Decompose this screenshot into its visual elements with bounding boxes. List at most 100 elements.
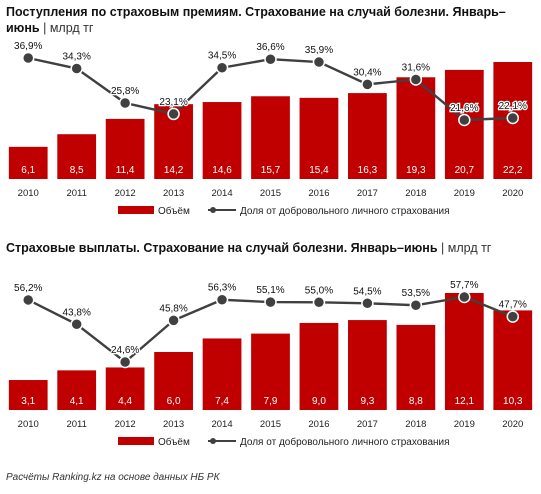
bar-label-2019: 12,1 (455, 396, 475, 407)
bar-label-2015: 15,7 (261, 165, 281, 176)
share-point-2012 (118, 96, 132, 110)
share-point-2013 (167, 107, 180, 121)
x-tick-2020: 2020 (502, 419, 523, 430)
share-point-2016 (312, 55, 326, 69)
bar-2011 (57, 370, 97, 410)
x-tick-2020: 2020 (502, 188, 523, 199)
bar-2014 (202, 102, 242, 179)
x-tick-2018: 2018 (405, 188, 426, 199)
bar-label-2018: 19,3 (406, 165, 426, 176)
x-tick-2014: 2014 (211, 188, 232, 199)
bar-2019 (444, 293, 484, 410)
legend-swatch-volume (118, 437, 154, 445)
x-tick-2016: 2016 (308, 419, 329, 430)
payouts-chart-svg: 3,1 2010 4,1 2011 4,4 2012 6,0 2013 7,4 2014 7,9 20… (8, 279, 533, 448)
x-tick-2014: 2014 (211, 419, 232, 430)
legend: Объём Доля от добровольного личного страх… (118, 205, 450, 217)
share-label-2016: 55,0% (305, 285, 333, 296)
share-label-2020: 22,1% (499, 101, 527, 112)
share-point-2013 (167, 314, 180, 327)
legend-swatch-volume (118, 206, 154, 214)
bar-2016 (299, 97, 339, 179)
legend-label-volume: Объём (158, 205, 190, 217)
x-tick-2011: 2011 (66, 188, 86, 199)
share-label-2015: 55,1% (256, 285, 284, 296)
x-tick-2013: 2013 (163, 188, 184, 199)
share-label-2019: 21,6% (450, 103, 478, 114)
x-tick-2010: 2010 (18, 419, 39, 430)
bar-label-2016: 9,0 (312, 396, 326, 407)
bar-label-2014: 7,4 (215, 396, 229, 407)
bar-2016 (299, 322, 339, 410)
x-tick-2017: 2017 (357, 188, 378, 199)
share-label-2014: 56,3% (208, 283, 236, 294)
bar-2018 (396, 77, 436, 179)
bar-2017 (348, 320, 387, 410)
share-point-2020 (506, 111, 520, 125)
bar-label-2012: 4,4 (118, 396, 132, 407)
share-label-2020: 47,7% (499, 300, 527, 311)
x-tick-2016: 2016 (308, 188, 329, 199)
share-label-2013: 23,1% (159, 97, 187, 108)
premiums-chart: Поступления по страховым премиям. Страхо… (0, 0, 541, 236)
share-label-2011: 43,8% (63, 307, 91, 318)
bar-2012 (105, 367, 145, 410)
x-tick-2018: 2018 (405, 419, 426, 430)
legend-label-share: Доля от добровольного личного страховани… (240, 205, 450, 217)
share-point-2018 (409, 298, 423, 312)
chart-unit: | млрд тг (441, 241, 492, 255)
bar-2015 (251, 333, 290, 410)
chart-unit: | млрд тг (43, 21, 94, 35)
bar-label-2011: 4,1 (70, 396, 84, 407)
bar-label-2010: 6,1 (21, 165, 35, 176)
source-note: Расчёты Ranking.kz на основе данных НБ Р… (6, 472, 220, 483)
share-label-2014: 34,5% (208, 51, 236, 62)
bar-2010 (8, 146, 48, 179)
legend-label-share: Доля от добровольного личного страховани… (240, 436, 450, 448)
share-point-2019 (458, 113, 471, 127)
payouts-chart: Страховые выплаты. Страхование на случай… (0, 236, 541, 458)
chart-title-text: Страховые выплаты. Страхование на случай… (6, 241, 438, 255)
share-label-2017: 30,4% (353, 67, 381, 78)
share-label-2017: 54,5% (353, 286, 381, 297)
bar-label-2017: 16,3 (358, 165, 378, 176)
bar-2015 (251, 96, 290, 179)
bar-label-2011: 8,5 (70, 165, 84, 176)
share-point-2017 (361, 78, 374, 91)
bar-2013 (154, 351, 193, 410)
bar-label-2017: 9,3 (360, 396, 374, 407)
share-label-2012: 25,8% (111, 86, 139, 97)
share-label-2018: 53,5% (402, 288, 430, 299)
premiums-chart-svg: 6,1 2010 8,5 2011 11,4 2012 14,2 2013 14,6 2014 15… (8, 40, 533, 217)
bar-label-2010: 3,1 (21, 396, 35, 407)
x-tick-2017: 2017 (357, 419, 378, 430)
share-label-2010: 56,2% (14, 283, 42, 294)
share-point-2014 (215, 61, 229, 74)
share-label-2010: 36,9% (14, 41, 42, 52)
x-tick-2015: 2015 (260, 188, 281, 199)
legend-marker-share (210, 438, 216, 444)
share-point-2010 (21, 293, 35, 307)
bar-label-2020: 22,2 (503, 165, 523, 176)
share-point-2019 (458, 290, 471, 304)
bar-label-2019: 20,7 (455, 165, 475, 176)
bar-2014 (202, 338, 242, 410)
chart-title: Поступления по страховым премиям. Страхо… (6, 4, 536, 36)
bar-2017 (348, 93, 387, 179)
x-tick-2012: 2012 (115, 188, 136, 199)
share-label-2012: 24,6% (111, 345, 139, 356)
share-point-2016 (312, 296, 326, 309)
x-tick-2013: 2013 (163, 419, 184, 430)
unit-text: млрд тг (447, 241, 492, 255)
bar-label-2018: 8,8 (409, 396, 423, 407)
bar-label-2013: 14,2 (164, 165, 184, 176)
share-point-2010 (21, 51, 35, 65)
bar-2010 (8, 380, 48, 410)
chart-title-text: Поступления по страховым премиям. Страхо… (6, 5, 506, 35)
bar-2011 (57, 134, 97, 179)
x-tick-2012: 2012 (115, 419, 136, 430)
bar-label-2020: 10,3 (503, 396, 523, 407)
legend-marker-share (210, 207, 216, 213)
chart-title: Страховые выплаты. Страхование на случай… (6, 240, 536, 256)
legend: Объём Доля от добровольного личного страх… (118, 436, 450, 448)
